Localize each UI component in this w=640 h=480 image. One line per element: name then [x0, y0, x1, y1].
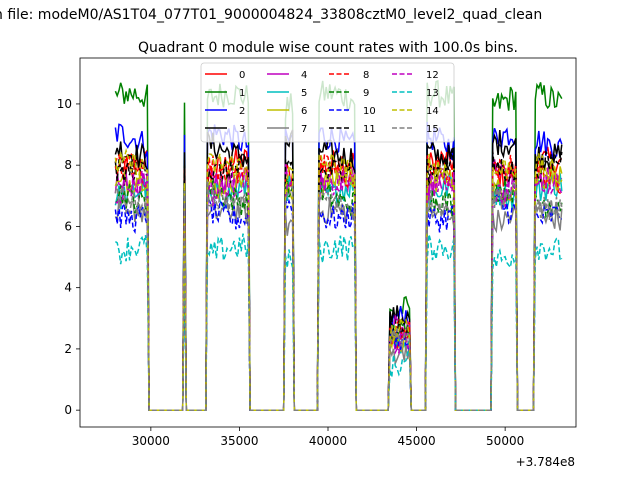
x-tick-label: 40000 [309, 434, 347, 448]
legend-label-9: 9 [363, 88, 369, 99]
legend-label-15: 15 [426, 124, 439, 135]
x-offset-label: +3.784e8 [516, 455, 575, 469]
legend-label-5: 5 [301, 88, 307, 99]
y-axis: 0 2 4 6 8 10 [57, 97, 80, 417]
legend-label-13: 13 [426, 88, 439, 99]
y-tick-label: 10 [57, 97, 72, 111]
series-line-15 [114, 179, 563, 411]
legend-label-14: 14 [426, 106, 439, 117]
legend-label-11: 11 [363, 124, 376, 135]
legend-label-12: 12 [426, 70, 439, 81]
legend-label-4: 4 [301, 70, 307, 81]
legend-label-3: 3 [239, 124, 245, 135]
legend-label-7: 7 [301, 124, 307, 135]
y-tick-label: 4 [64, 281, 72, 295]
x-axis: 30000 35000 40000 45000 50000 [132, 427, 524, 448]
legend-label-10: 10 [363, 106, 376, 117]
y-tick-label: 8 [64, 158, 72, 172]
legend-label-2: 2 [239, 106, 245, 117]
legend-label-1: 1 [239, 88, 245, 99]
x-tick-label: 30000 [132, 434, 170, 448]
chart-title: Quadrant 0 module wise count rates with … [138, 40, 518, 56]
x-tick-label: 45000 [397, 434, 435, 448]
y-tick-label: 2 [64, 342, 72, 356]
legend-label-8: 8 [363, 70, 369, 81]
y-tick-label: 0 [64, 403, 72, 417]
series-layer [114, 79, 563, 411]
x-tick-label: 35000 [220, 434, 258, 448]
y-tick-label: 6 [64, 219, 72, 233]
x-tick-label: 50000 [486, 434, 524, 448]
legend-box [200, 62, 455, 143]
legend-label-6: 6 [301, 106, 307, 117]
suptitle: n file: modeM0/AS1T04_077T01_9000004824_… [0, 7, 542, 23]
legend-label-0: 0 [239, 70, 245, 81]
